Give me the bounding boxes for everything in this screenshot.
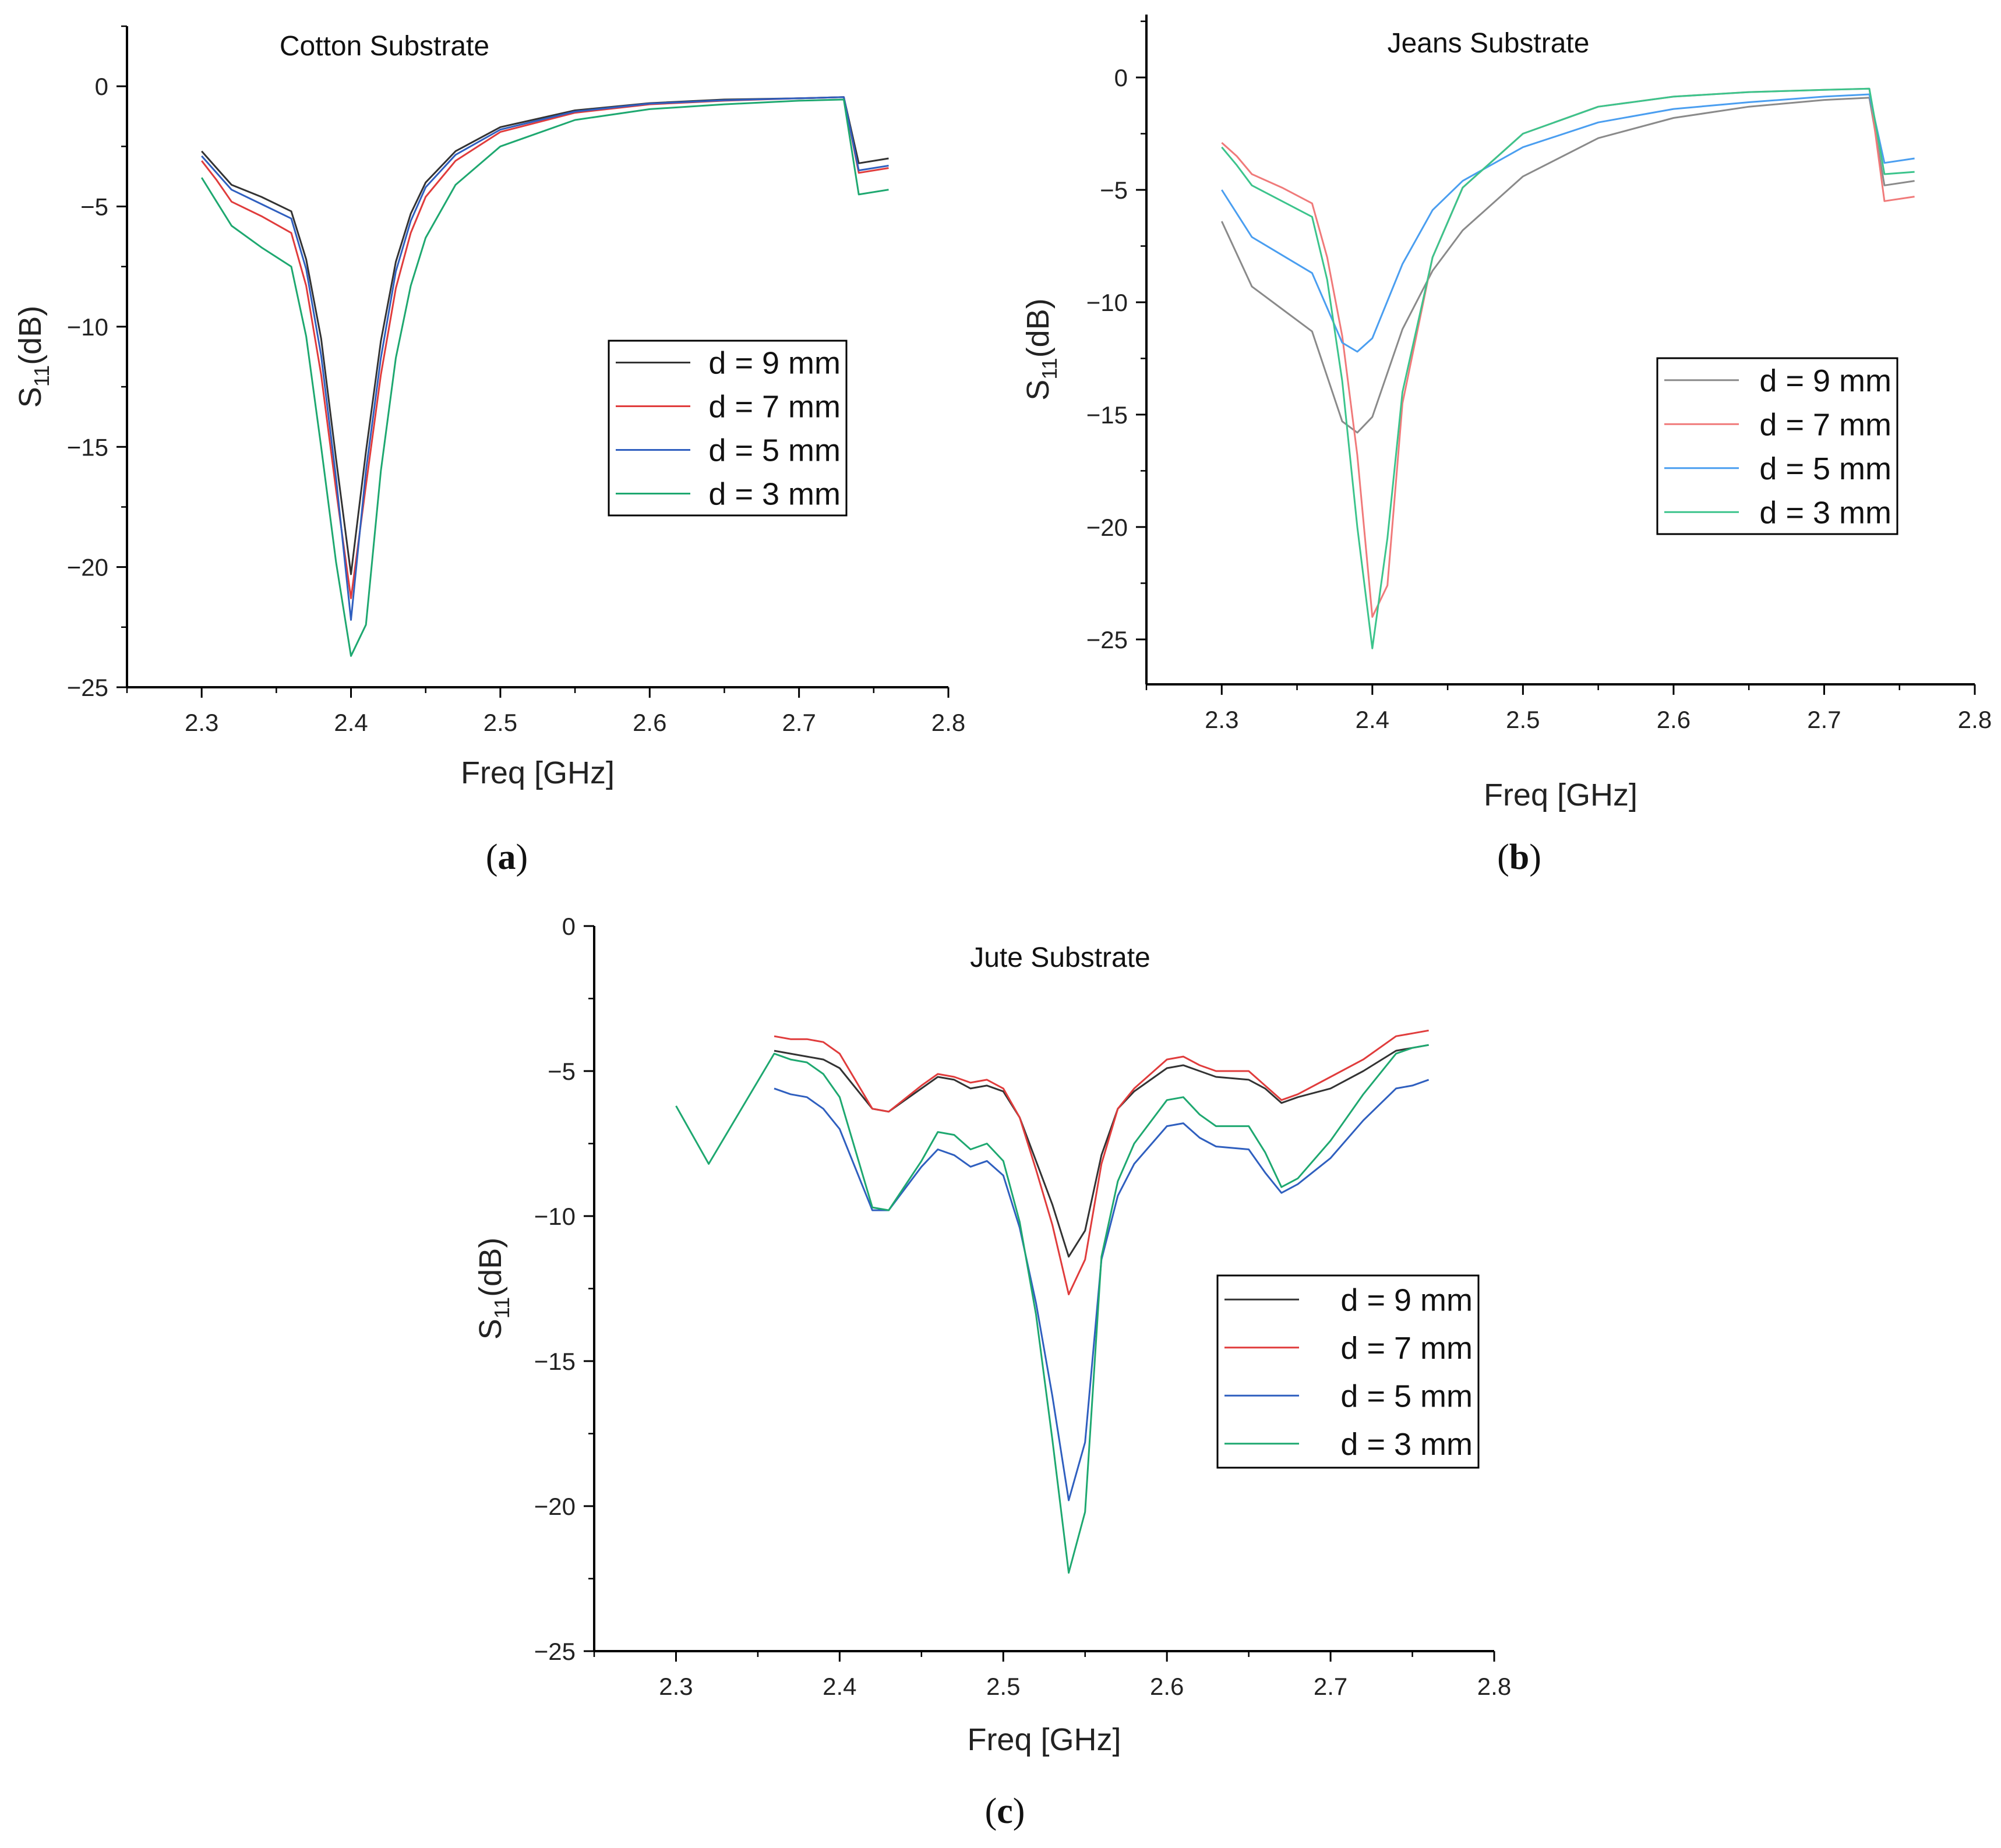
y-tick-label: −20	[534, 1493, 576, 1520]
panel-caption: (b)	[1497, 838, 1541, 877]
y-tick-label: −25	[1086, 626, 1128, 653]
x-tick-label: 2.6	[1657, 706, 1691, 733]
x-tick-label: 2.3	[185, 709, 218, 736]
legend: d = 9 mm d = 7 mm d = 5 mm d = 3 mm	[1216, 1274, 1480, 1469]
legend-label-3: d = 5 mm	[708, 433, 841, 468]
y-tick-label: −15	[534, 1348, 576, 1375]
x-tick-label: 2.3	[659, 1673, 693, 1700]
y-axis-label: S11(dB)	[13, 306, 54, 408]
series-line-4	[200, 98, 889, 657]
legend-box	[608, 340, 848, 517]
x-tick-label: 2.7	[1314, 1673, 1347, 1700]
y-axis-label-main: S	[473, 1319, 508, 1340]
y-tick-label: −10	[1086, 289, 1128, 316]
chart-title: Jeans Substrate	[1388, 28, 1590, 59]
legend-label-1: d = 9 mm	[1340, 1282, 1473, 1317]
x-tick-label: 2.8	[1958, 706, 1992, 733]
x-tick-label: 2.6	[633, 709, 666, 736]
x-tick-label: 2.4	[1356, 706, 1389, 733]
y-axis-label: S11(dB)	[473, 1238, 514, 1340]
x-axis-label: Freq [GHz]	[1484, 778, 1637, 812]
y-tick-label: −15	[1086, 401, 1128, 429]
x-axis-label: Freq [GHz]	[967, 1722, 1121, 1757]
legend-label-4: d = 3 mm	[708, 477, 841, 512]
legend-label-2: d = 7 mm	[1759, 407, 1891, 442]
series-line-2	[774, 1029, 1429, 1295]
legend-label-3: d = 5 mm	[1340, 1379, 1473, 1414]
panel-caption: (a)	[486, 838, 528, 877]
x-tick-label: 2.5	[986, 1673, 1020, 1700]
y-axis-label-unit: (dB)	[1021, 298, 1056, 358]
series-line-4	[675, 1044, 1429, 1574]
panel-a: 2.3 2.4 2.5 2.6 2.7 2.8 −25 −20 −15 −10 −5 0 Cotton …	[13, 25, 965, 877]
series-line-3	[201, 96, 889, 621]
legend-label-4: d = 3 mm	[1340, 1427, 1473, 1462]
x-tick-label: 2.4	[823, 1673, 856, 1700]
y-tick-label: 0	[562, 913, 576, 940]
caption-letter: b	[1509, 838, 1529, 877]
y-axis-label-sub: 11	[30, 365, 54, 387]
x-tick-label: 2.7	[1807, 706, 1841, 733]
x-tick-label: 2.4	[334, 709, 368, 736]
y-axis-label-unit: (dB)	[473, 1238, 508, 1297]
y-axis-label-main: S	[13, 387, 48, 408]
legend: d = 9 mm d = 7 mm d = 5 mm d = 3 mm	[1656, 357, 1898, 535]
caption-letter: c	[997, 1792, 1013, 1831]
y-tick-label: −5	[1100, 176, 1128, 204]
legend-label-3: d = 5 mm	[1759, 451, 1891, 486]
x-tick-label: 2.8	[931, 709, 965, 736]
panel-c: 2.3 2.4 2.5 2.6 2.7 2.8 −25 −20 −15 −10 −5 0 Jute Su…	[473, 913, 1511, 1831]
series-line-2	[1221, 87, 1915, 618]
series-line-1	[1220, 97, 1915, 434]
y-axis-label: S11(dB)	[1021, 298, 1061, 400]
caption-close: )	[1529, 838, 1541, 877]
caption-close: )	[1013, 1792, 1025, 1831]
x-tick-label: 2.8	[1477, 1673, 1511, 1700]
series-line-3	[1221, 93, 1915, 353]
y-tick-label: −20	[67, 554, 108, 581]
x-tick-label: 2.7	[782, 709, 816, 736]
chart-title: Jute Substrate	[970, 942, 1151, 973]
legend: d = 9 mm d = 7 mm d = 5 mm d = 3 mm	[608, 340, 848, 517]
y-axis-label-sub: 11	[1037, 358, 1061, 379]
legend-label-2: d = 7 mm	[1340, 1331, 1473, 1366]
y-axis-label-sub: 11	[490, 1297, 514, 1319]
y-tick-label: −25	[67, 674, 108, 701]
legend-label-1: d = 9 mm	[708, 346, 841, 381]
y-tick-label: −5	[548, 1058, 576, 1085]
caption-open: (	[1497, 838, 1509, 877]
y-tick-label: 0	[1114, 64, 1128, 91]
y-tick-label: −20	[1086, 514, 1128, 541]
caption-letter: a	[498, 838, 516, 877]
x-tick-label: 2.6	[1150, 1673, 1184, 1700]
y-axis-label-unit: (dB)	[13, 306, 48, 365]
legend-label-4: d = 3 mm	[1759, 495, 1891, 530]
y-tick-label: 0	[95, 73, 108, 100]
series-line-4	[1221, 87, 1915, 649]
y-tick-label: −10	[67, 313, 108, 341]
caption-open: (	[486, 838, 498, 877]
legend-label-2: d = 7 mm	[708, 390, 841, 425]
x-tick-label: 2.5	[1506, 706, 1540, 733]
panel-caption: (c)	[985, 1792, 1025, 1831]
legend-box	[1656, 357, 1898, 535]
x-axis-label: Freq [GHz]	[461, 755, 615, 790]
y-axis-label-main: S	[1021, 380, 1056, 401]
y-tick-label: −10	[534, 1203, 576, 1230]
caption-close: )	[516, 838, 528, 877]
panel-b: 2.3 2.4 2.5 2.6 2.7 2.8 −25 −20 −15 −10 −5 0 Jeans S…	[1021, 15, 1992, 877]
legend-label-1: d = 9 mm	[1759, 363, 1891, 398]
y-tick-label: −15	[67, 433, 108, 461]
caption-open: (	[985, 1792, 997, 1831]
x-tick-label: 2.5	[484, 709, 517, 736]
legend-box	[1216, 1274, 1480, 1469]
chart-title: Cotton Substrate	[280, 31, 489, 62]
y-tick-label: −5	[80, 193, 108, 221]
y-tick-label: −25	[534, 1638, 576, 1665]
series-line-3	[774, 1079, 1430, 1501]
x-tick-label: 2.3	[1205, 706, 1238, 733]
